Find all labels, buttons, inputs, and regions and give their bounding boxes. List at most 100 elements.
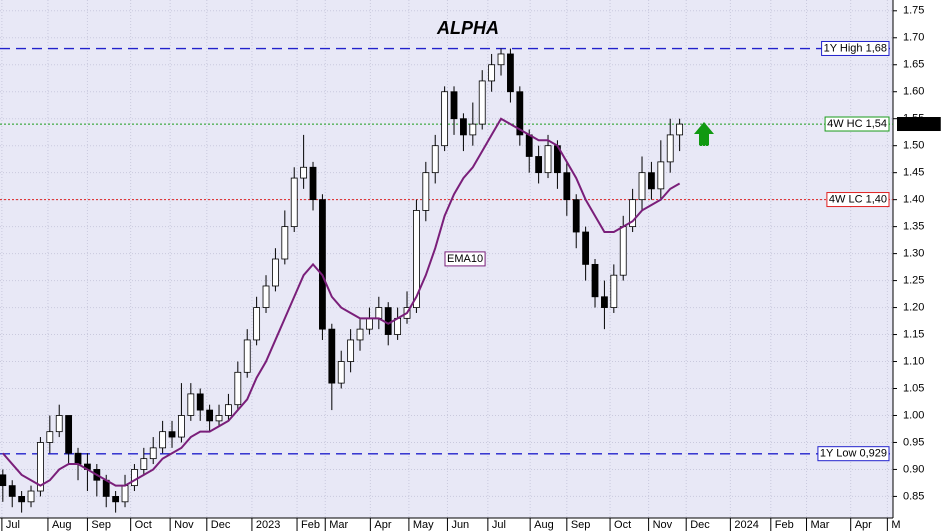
x-tick-label: M <box>891 519 900 531</box>
candle-body <box>46 431 54 443</box>
candle-body <box>582 231 590 265</box>
y-tick-label: 1.00 <box>903 409 924 421</box>
reference-label: 4W LC 1,40 <box>829 194 887 206</box>
y-tick-label: 1.70 <box>903 32 924 44</box>
ema-label: EMA10 <box>447 253 483 265</box>
x-tick-label: Apr <box>855 519 872 531</box>
chart-title: ALPHA <box>436 18 499 38</box>
candle-body <box>225 404 232 416</box>
reference-label-box <box>821 40 890 56</box>
candle-body <box>375 307 383 319</box>
y-tick-label: 1.20 <box>903 301 924 313</box>
y-tick-label: 1.50 <box>903 140 924 152</box>
candle-body <box>65 415 73 454</box>
candle-body <box>441 91 449 147</box>
candle-body <box>497 53 505 66</box>
y-tick-label: 0.90 <box>903 463 924 475</box>
ema-line <box>2 117 681 487</box>
candle-body <box>619 226 627 276</box>
axis-background <box>0 518 893 531</box>
y-tick-label: 1.35 <box>903 221 924 233</box>
candle-body <box>601 296 608 308</box>
candle-body <box>535 156 543 174</box>
candle-body <box>0 474 7 487</box>
candle-body <box>8 485 16 497</box>
candle-body <box>384 307 392 335</box>
candle-body <box>187 393 195 416</box>
candle-body <box>102 479 110 497</box>
x-tick-label: 2024 <box>734 519 758 531</box>
ema-label-box <box>444 251 486 267</box>
candle-body <box>657 161 665 190</box>
candle-body <box>272 258 279 287</box>
y-tick-label: 1.65 <box>903 59 924 71</box>
candle-body <box>196 393 204 411</box>
candle-body <box>347 339 355 362</box>
x-tick-label: May <box>413 519 434 531</box>
candle-body <box>27 490 35 503</box>
candle-body <box>676 123 684 136</box>
reference-label-box <box>817 446 890 462</box>
candle-body <box>112 496 120 503</box>
candle-body <box>290 177 298 228</box>
candle-body <box>544 145 552 174</box>
candle-body <box>563 172 571 201</box>
x-tick-label: Sep <box>91 519 111 531</box>
x-tick-label: Oct <box>614 519 631 531</box>
axis-background <box>893 0 945 531</box>
y-tick-label: 1.75 <box>903 5 924 17</box>
candle-body <box>516 91 524 136</box>
candle-body <box>413 210 420 308</box>
candle-body <box>281 226 289 260</box>
reference-label: 1Y High 1,68 <box>824 42 887 54</box>
candle-body <box>121 485 129 503</box>
x-tick-label: Oct <box>135 519 152 531</box>
x-tick-label: Jul <box>492 519 506 531</box>
last-price-label: 1.54000 <box>899 118 939 130</box>
candle-body <box>149 447 157 460</box>
x-tick-label: Dec <box>690 519 710 531</box>
candle-body <box>469 123 477 136</box>
candle-body <box>488 64 496 82</box>
candle-body <box>356 328 364 341</box>
candle-body <box>18 496 26 503</box>
candle-body <box>206 409 214 422</box>
up-arrow <box>694 122 714 146</box>
reference-label-box <box>824 116 890 132</box>
candle-body <box>159 431 167 449</box>
y-tick-label: 1.10 <box>903 355 924 367</box>
x-tick-label: Aug <box>52 519 72 531</box>
candle-body <box>131 469 138 487</box>
y-tick-label: 1.25 <box>903 274 924 286</box>
candle-body <box>460 118 467 136</box>
x-tick-label: Sep <box>571 519 591 531</box>
candle-body <box>328 328 336 384</box>
x-tick-label: 2023 <box>256 519 280 531</box>
x-tick-label: Mar <box>329 519 348 531</box>
last-price-box <box>897 117 941 132</box>
candle-body <box>572 199 580 233</box>
x-tick-label: Aug <box>534 519 554 531</box>
candle-body <box>666 134 674 163</box>
candle-body <box>168 431 176 438</box>
x-tick-label: Feb <box>775 519 794 531</box>
candle-body <box>422 172 430 211</box>
y-tick-label: 1.05 <box>903 382 924 394</box>
y-tick-label: 0.95 <box>903 436 924 448</box>
reference-label: 4W HC 1,54 <box>827 118 887 130</box>
y-tick-label: 1.60 <box>903 86 924 98</box>
y-tick-label: 1.40 <box>903 194 924 206</box>
candle-body <box>37 442 44 492</box>
candle-body <box>309 166 317 201</box>
candle-body <box>215 415 223 422</box>
candle-body <box>638 172 646 201</box>
candle-body <box>431 145 439 174</box>
candle-body <box>262 285 270 308</box>
candle-body <box>74 452 82 465</box>
y-tick-label: 0.85 <box>903 490 924 502</box>
candle-body <box>140 458 148 470</box>
x-tick-label: Nov <box>653 519 673 531</box>
x-tick-label: Apr <box>374 519 391 531</box>
candle-body <box>243 339 251 373</box>
